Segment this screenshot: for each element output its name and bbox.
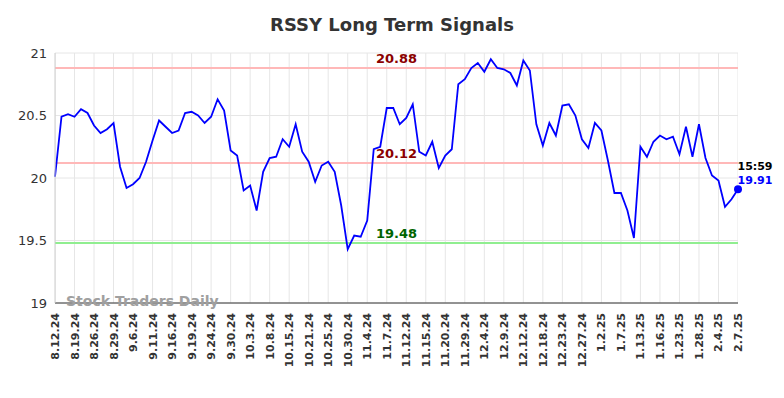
svg-text:11.4.24: 11.4.24 xyxy=(361,313,374,360)
svg-text:21: 21 xyxy=(30,46,47,61)
svg-text:19.91: 19.91 xyxy=(738,174,773,187)
svg-text:12.12.24: 12.12.24 xyxy=(517,313,530,368)
svg-text:11.7.24: 11.7.24 xyxy=(381,313,394,360)
svg-text:1.2.25: 1.2.25 xyxy=(595,313,608,352)
html-text:RSSY Long Term Signals: RSSY Long Term Signals xyxy=(270,14,514,35)
svg-text:8.12.24: 8.12.24 xyxy=(49,313,62,360)
svg-text:8.29.24: 8.29.24 xyxy=(108,313,121,360)
svg-text:12.9.24: 12.9.24 xyxy=(498,313,511,360)
svg-text:12.18.24: 12.18.24 xyxy=(537,313,550,368)
svg-text:1.23.25: 1.23.25 xyxy=(673,313,686,360)
svg-text:2.7.25: 2.7.25 xyxy=(732,313,745,352)
svg-text:12.23.24: 12.23.24 xyxy=(556,313,569,368)
svg-text:9.11.24: 9.11.24 xyxy=(147,313,160,360)
svg-text:20.12: 20.12 xyxy=(376,146,417,161)
svg-text:11.15.24: 11.15.24 xyxy=(420,313,433,368)
svg-text:10.25.24: 10.25.24 xyxy=(322,313,335,368)
svg-text:12.4.24: 12.4.24 xyxy=(478,313,491,360)
svg-text:20.5: 20.5 xyxy=(18,108,47,123)
html-text:Stock Traders Daily: Stock Traders Daily xyxy=(66,293,219,309)
svg-text:19: 19 xyxy=(30,296,47,311)
svg-text:10.3.24: 10.3.24 xyxy=(244,313,257,360)
svg-text:1.7.25: 1.7.25 xyxy=(615,313,628,352)
svg-text:9.30.24: 9.30.24 xyxy=(225,313,238,360)
svg-text:8.19.24: 8.19.24 xyxy=(69,313,82,360)
svg-text:11.20.24: 11.20.24 xyxy=(439,313,452,368)
svg-text:19.5: 19.5 xyxy=(18,233,47,248)
svg-text:12.27.24: 12.27.24 xyxy=(576,313,589,368)
svg-text:19.48: 19.48 xyxy=(376,226,417,241)
svg-text:9.16.24: 9.16.24 xyxy=(166,313,179,360)
svg-text:8.26.24: 8.26.24 xyxy=(88,313,101,360)
svg-text:11.29.24: 11.29.24 xyxy=(459,313,472,368)
svg-text:20.88: 20.88 xyxy=(376,51,417,66)
svg-text:1.13.25: 1.13.25 xyxy=(634,313,647,360)
svg-text:10.30.24: 10.30.24 xyxy=(342,313,355,368)
svg-text:1.16.25: 1.16.25 xyxy=(654,313,667,360)
svg-text:10.8.24: 10.8.24 xyxy=(264,313,277,360)
svg-text:9.6.24: 9.6.24 xyxy=(127,313,140,352)
svg-text:2.4.25: 2.4.25 xyxy=(712,313,725,352)
svg-text:9.24.24: 9.24.24 xyxy=(205,313,218,360)
svg-text:20: 20 xyxy=(30,171,47,186)
svg-text:15:59: 15:59 xyxy=(737,160,772,173)
svg-text:9.19.24: 9.19.24 xyxy=(186,313,199,360)
svg-text:10.21.24: 10.21.24 xyxy=(303,313,316,368)
svg-text:10.15.24: 10.15.24 xyxy=(283,313,296,368)
svg-text:1.28.25: 1.28.25 xyxy=(693,313,706,360)
svg-text:11.12.24: 11.12.24 xyxy=(400,313,413,368)
